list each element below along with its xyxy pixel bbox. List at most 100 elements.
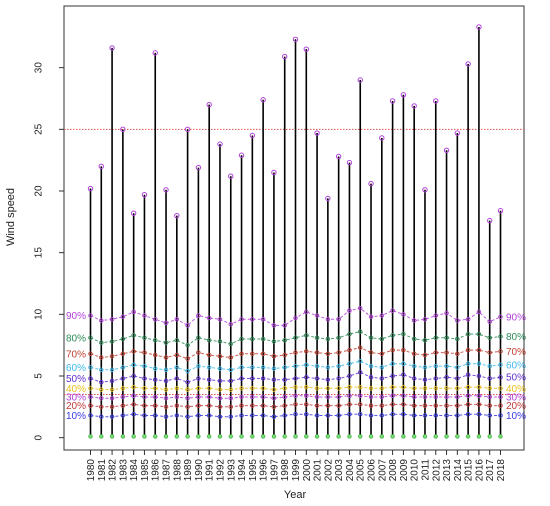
point-90pct-2010 [411,318,417,323]
point-30pct-1987 [163,395,169,401]
point-40pct-2014 [455,386,460,391]
left-label-60pct: 60% [66,363,86,374]
point-70pct-1980 [88,351,93,357]
point-50pct-1980 [88,376,93,381]
series-line-20pct [90,403,501,408]
point-60pct-2018 [498,362,503,368]
point-min-1980 [88,434,93,439]
point-max-1986 [152,50,158,56]
point-min-1999 [293,434,298,439]
point-50pct-1982 [109,378,115,384]
point-20pct-1988 [174,403,180,408]
point-40pct-1990 [196,386,201,391]
point-40pct-1988 [174,386,180,391]
point-20pct-2017 [487,403,492,408]
point-40pct-1993 [228,387,234,392]
point-70pct-1982 [109,354,115,359]
point-80pct-2011 [422,337,428,343]
point-90pct-2014 [455,318,460,323]
point-90pct-1994 [239,317,244,322]
point-40pct-2016 [476,384,482,390]
point-10pct-2016 [476,411,482,417]
point-30pct-2000 [304,393,309,398]
point-70pct-1997 [271,354,277,359]
x-tick-label-2013: 2013 [442,459,453,482]
point-10pct-2004 [347,411,352,417]
point-90pct-2005 [357,305,363,311]
y-tick-label-10: 10 [34,308,45,320]
point-max-2004 [346,159,353,166]
x-tick-label-1998: 1998 [280,459,291,482]
point-10pct-2005 [357,411,363,417]
series-line-80pct [90,331,501,346]
point-max-1993 [228,173,234,179]
point-20pct-1995 [250,403,255,408]
point-30pct-1988 [174,394,180,400]
point-50pct-1983 [120,376,126,381]
point-70pct-2001 [314,350,320,355]
x-tick-label-2014: 2014 [453,459,464,482]
point-max-2010 [411,103,417,109]
point-50pct-2015 [465,372,471,378]
point-30pct-2002 [325,394,331,400]
point-max-1988 [174,212,180,219]
point-30pct-2015 [465,393,471,398]
point-max-2003 [335,153,342,160]
point-max-2002 [325,195,331,202]
point-80pct-1983 [120,336,126,342]
point-min-2007 [379,434,385,439]
point-70pct-1983 [120,351,126,357]
point-50pct-2003 [336,376,341,381]
point-10pct-2007 [379,413,385,418]
point-60pct-2011 [422,365,428,370]
point-40pct-1982 [109,387,115,392]
point-40pct-2015 [465,384,471,390]
point-60pct-2003 [336,363,341,369]
point-40pct-2002 [325,386,331,391]
point-90pct-2016 [476,309,482,315]
point-90pct-1998 [282,323,287,328]
point-60pct-2009 [401,361,406,366]
point-60pct-1997 [271,366,277,371]
point-20pct-2007 [379,403,385,408]
point-80pct-1998 [282,337,287,343]
point-60pct-1990 [196,363,201,369]
point-60pct-1991 [206,365,212,370]
x-tick-label-1999: 1999 [291,459,302,482]
point-10pct-1986 [152,413,158,418]
point-80pct-1982 [109,339,115,344]
point-40pct-1980 [88,386,93,391]
x-tick-label-1988: 1988 [172,459,183,482]
point-min-1985 [142,434,147,439]
point-30pct-1985 [142,394,147,400]
point-60pct-1993 [228,367,234,373]
point-90pct-2017 [487,319,492,324]
point-90pct-1984 [131,309,136,315]
point-min-1981 [99,434,104,439]
point-40pct-2018 [498,386,503,391]
y-tick-label-25: 25 [34,123,45,135]
point-40pct-2012 [433,386,439,391]
point-90pct-1985 [142,313,147,318]
point-max-2001 [314,130,320,136]
right-label-60pct: 60% [506,360,526,371]
point-20pct-2001 [314,403,320,408]
point-50pct-1985 [142,376,147,381]
x-tick-label-2011: 2011 [420,459,431,481]
point-10pct-1993 [228,414,234,419]
point-10pct-1987 [163,414,169,419]
point-90pct-1990 [196,313,201,318]
point-30pct-1999 [293,393,298,398]
point-30pct-2011 [422,394,428,400]
point-90pct-2007 [379,313,385,318]
point-90pct-1995 [250,317,255,322]
point-50pct-1998 [282,377,287,382]
point-80pct-2003 [336,335,341,341]
point-30pct-2018 [498,394,503,400]
x-tick-label-2018: 2018 [496,459,507,482]
point-80pct-1984 [131,333,136,338]
point-30pct-2004 [347,393,352,398]
x-tick-label-1989: 1989 [183,459,194,482]
point-max-1985 [141,192,148,198]
point-80pct-1990 [196,335,201,341]
